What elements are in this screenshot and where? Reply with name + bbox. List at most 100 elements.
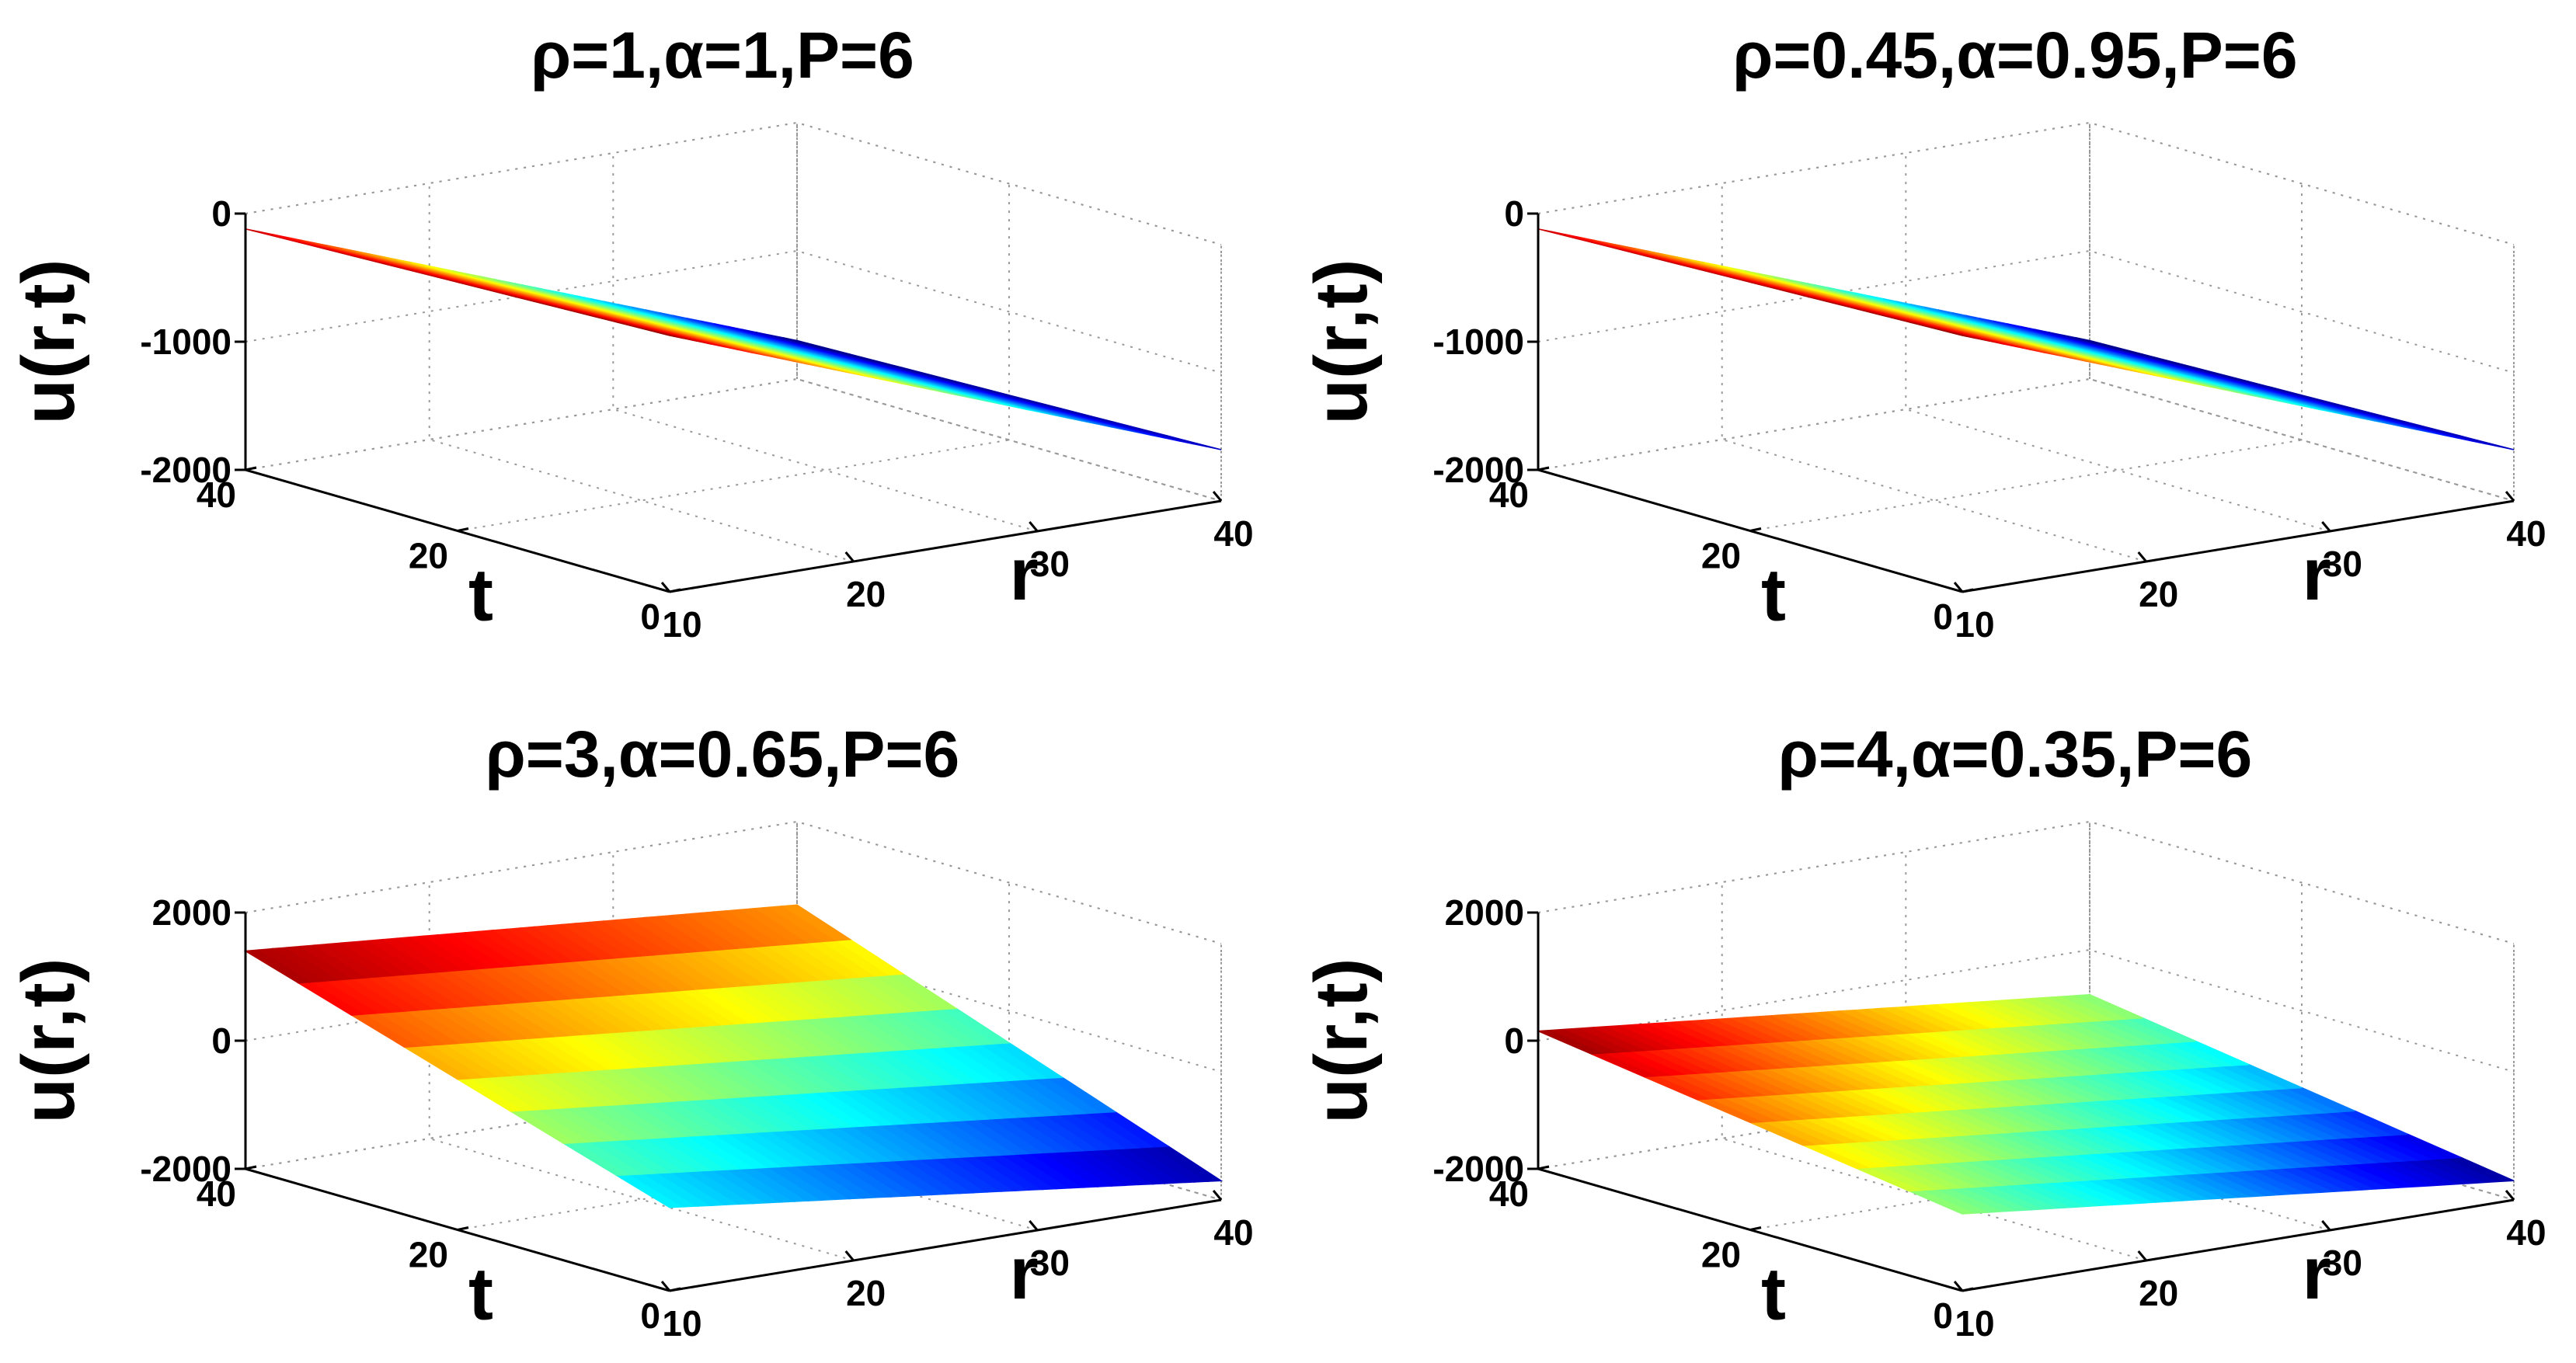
t-tick-label: 0 [1933, 1295, 1953, 1336]
t-tick-label: 20 [409, 1235, 448, 1275]
t-tick-label: 20 [1701, 536, 1741, 576]
r-axis-line [1962, 499, 2515, 593]
r-tick [2505, 1190, 2515, 1201]
subplot-title: ρ=4,α=0.35,P=6 [1778, 718, 2252, 791]
r-tick-label: 40 [1213, 513, 1253, 554]
r-tick-label: 30 [2323, 544, 2362, 584]
r-tick [1953, 582, 1964, 593]
surface-mesh [245, 228, 1222, 450]
t-axis-label: t [1761, 1253, 1786, 1336]
z-tick-label: 2000 [1445, 892, 1524, 933]
r-grid-line [1905, 153, 2331, 532]
subplot-title: ρ=0.45,α=0.95,P=6 [1732, 19, 2297, 92]
r-grid-line [1537, 214, 1963, 593]
t-axis-label: t [468, 554, 493, 637]
r-grid-line [796, 123, 1222, 502]
r-tick-label: 40 [2506, 1212, 2546, 1253]
z-grid-line [1537, 249, 2515, 374]
r-tick [660, 1281, 671, 1292]
r-grid-line [612, 153, 1038, 532]
t-tick-label: 40 [1489, 1174, 1529, 1214]
z-tick-label: 0 [1504, 193, 1524, 234]
surface-patch [782, 904, 852, 941]
r-axis-label: r [1009, 533, 1038, 616]
t-grid-line [669, 245, 1222, 593]
t-tick [1749, 1226, 1762, 1231]
z-tick-label: -2000 [1432, 1149, 1524, 1189]
r-tick-label: 30 [1030, 544, 1070, 584]
t-tick-label: 0 [1933, 596, 1953, 637]
r-tick-label: 30 [2323, 1243, 2362, 1283]
r-tick [2137, 1250, 2147, 1261]
t-tick [1537, 1165, 1550, 1170]
t-tick-label: 20 [1701, 1235, 1741, 1275]
t-tick [245, 466, 257, 471]
r-tick [660, 582, 671, 593]
z-grid-line [1537, 121, 2515, 245]
z-tick-label: 0 [1504, 1021, 1524, 1061]
r-axis-label: r [2302, 533, 2331, 616]
r-tick-label: 20 [846, 1273, 886, 1313]
z-tick-label: 0 [211, 193, 231, 234]
surface-patch [783, 337, 851, 355]
surface-mesh [1537, 994, 2515, 1215]
subplot-2: -2000 -1000 0 0 20 40 10 20 30 40 u(r,t) t r ρ=0.45,α… [1300, 19, 2546, 645]
r-grid-line [245, 214, 670, 593]
r-tick-label: 20 [2139, 574, 2178, 614]
t-tick [669, 588, 681, 593]
r-grid-line [428, 183, 854, 562]
r-grid-line [1721, 882, 2146, 1261]
t-axis-label: t [1761, 554, 1786, 637]
z-grid-line [245, 249, 1222, 374]
r-axis-line [669, 499, 1222, 593]
z-tick-label: 2000 [152, 892, 231, 933]
r-tick-label: 20 [2139, 1273, 2178, 1313]
surface-patch [2076, 337, 2143, 355]
r-tick [1029, 1220, 1039, 1231]
t-tick [1537, 466, 1550, 471]
r-tick-label: 10 [662, 604, 701, 645]
z-grid-line [1537, 377, 2515, 502]
r-tick-label: 10 [1955, 604, 1994, 645]
r-tick [844, 1250, 855, 1261]
floor-back-edges [245, 377, 1222, 502]
z-grid-line [1537, 820, 2515, 944]
r-tick-label: 10 [1955, 1303, 1994, 1344]
t-tick [1749, 527, 1762, 532]
r-axis-label: r [1009, 1232, 1038, 1315]
subplot-4: -2000 0 2000 0 20 40 10 20 30 40 u(r,t) t r ρ=4,α=0.3… [1300, 718, 2546, 1344]
top-back-edges [245, 121, 1222, 245]
r-tick [2505, 491, 2515, 502]
r-tick [1212, 491, 1223, 502]
t-grid-line [1962, 245, 2515, 593]
t-tick [1962, 1287, 1974, 1292]
z-tick-label: -1000 [1432, 322, 1524, 362]
t-axis-label: t [468, 1253, 493, 1336]
r-axis-label: r [2302, 1232, 2331, 1315]
z-tick-label: -2000 [1432, 450, 1524, 490]
r-tick [1029, 521, 1039, 532]
t-tick [245, 1165, 257, 1170]
r-tick-label: 40 [1213, 1212, 1253, 1253]
t-tick-label: 0 [640, 596, 660, 637]
t-tick-label: 0 [640, 1295, 660, 1336]
r-tick [844, 551, 855, 562]
t-tick-label: 40 [1489, 475, 1529, 515]
z-axis-label: u(r,t) [1300, 259, 1383, 424]
t-tick [457, 527, 469, 532]
z-tick-label: -2000 [140, 450, 231, 490]
t-tick-label: 40 [197, 475, 236, 515]
t-tick-label: 20 [409, 536, 448, 576]
t-grid-line [1749, 183, 2303, 532]
r-tick-label: 40 [2506, 513, 2546, 554]
subplot-3: -2000 0 2000 0 20 40 10 20 30 40 u(r,t) t r ρ=3,α=0.6… [7, 718, 1254, 1344]
z-tick-label: -2000 [140, 1149, 231, 1189]
z-tick-label: 0 [211, 1021, 231, 1061]
r-tick-label: 20 [846, 574, 886, 614]
r-grid-line [2089, 123, 2515, 502]
z-tick-label: -1000 [140, 322, 231, 362]
subplot-1: -2000 -1000 0 0 20 40 10 20 30 40 u(r,t) t r ρ=1,α=1,… [7, 19, 1254, 645]
surface-mesh [243, 904, 1224, 1208]
top-back-edges [1537, 121, 2515, 245]
